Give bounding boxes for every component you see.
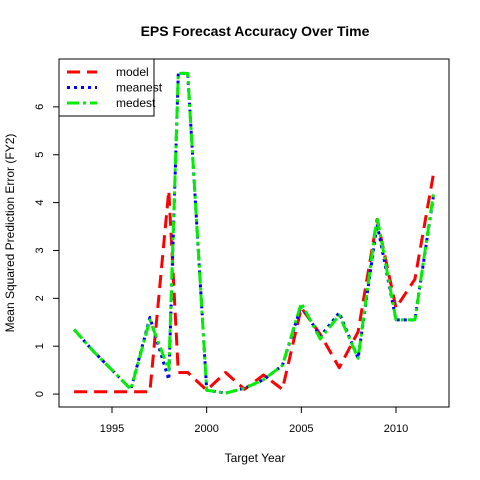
- y-tick-label-4: 4: [34, 200, 46, 206]
- x-tick-label-0: 1995: [100, 423, 124, 435]
- y-tick-label-2: 2: [34, 295, 46, 301]
- x-axis: 1995 2000 2005 2010: [100, 407, 408, 435]
- y-tick-label-0: 0: [34, 391, 46, 397]
- y-axis: 0 1 2 3 4 5 6: [34, 104, 59, 397]
- y-tick-label-3: 3: [34, 247, 46, 253]
- series-layer: [74, 73, 434, 393]
- legend-label-medest: medest: [116, 96, 156, 110]
- legend-label-meanest: meanest: [116, 81, 163, 95]
- y-axis-label: Mean Squared Prediction Error (FY2): [3, 134, 17, 333]
- y-tick-label-5: 5: [34, 152, 46, 158]
- x-tick-label-3: 2010: [384, 423, 408, 435]
- series-line-model: [74, 172, 434, 392]
- x-tick-label-2: 2005: [289, 423, 313, 435]
- y-tick-label-1: 1: [34, 343, 46, 349]
- x-tick-label-1: 2000: [194, 423, 218, 435]
- chart-title: EPS Forecast Accuracy Over Time: [141, 23, 370, 39]
- y-tick-label-6: 6: [34, 104, 46, 110]
- series-line-meanest: [74, 73, 434, 393]
- x-axis-label: Target Year: [225, 451, 286, 465]
- legend-label-model: model: [116, 65, 149, 79]
